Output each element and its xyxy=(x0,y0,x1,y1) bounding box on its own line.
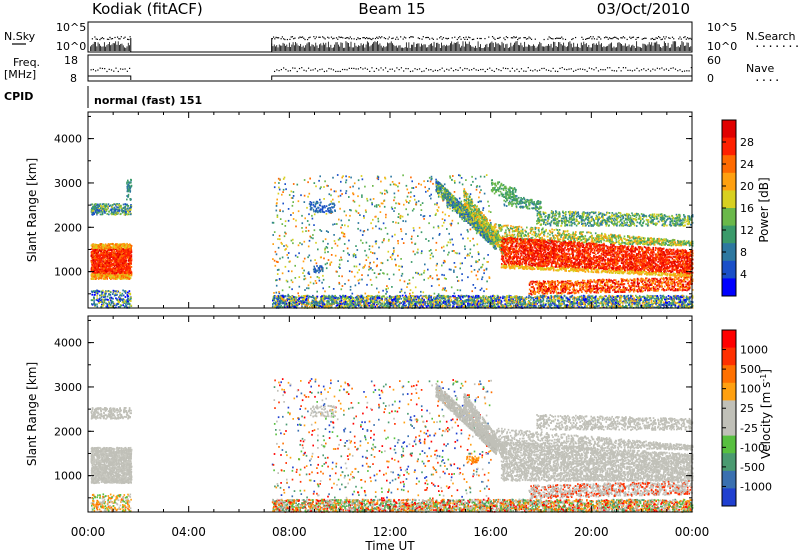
y-tick-label: 3000 xyxy=(54,381,82,394)
colorbar-segment xyxy=(722,278,736,296)
time-axis-label: Time UT xyxy=(364,539,415,553)
colorbar-tick: 12 xyxy=(740,224,754,237)
power-colorbar-label: Power [dB] xyxy=(757,177,771,242)
colorbar-tick: 8 xyxy=(740,246,747,259)
colorbar-tick: -25 xyxy=(740,422,758,435)
nave-dots: ···· xyxy=(754,74,781,87)
nsky-tick-bottom: 10^0 xyxy=(56,40,86,53)
colorbar-segment xyxy=(722,365,736,383)
colorbar-segment xyxy=(722,330,736,348)
colorbar-segment xyxy=(722,488,736,506)
colorbar-segment xyxy=(722,173,736,191)
power-ylabel: Slant Range [km] xyxy=(25,158,39,262)
colorbar-tick: -500 xyxy=(740,461,765,474)
date-title: 03/Oct/2010 xyxy=(597,0,690,18)
colorbar-tick: 24 xyxy=(740,158,754,171)
cpid-label: CPID xyxy=(4,90,33,103)
nsky-series xyxy=(91,36,692,52)
x-tick-label: 20:00 xyxy=(574,525,609,539)
colorbar-tick: 28 xyxy=(740,136,754,149)
colorbar-tick: -1000 xyxy=(740,480,772,493)
beam-title: Beam 15 xyxy=(358,0,425,18)
nsky-label: N.Sky xyxy=(4,30,36,43)
power-colorbar: 28 24 20 16 12 8 4 xyxy=(722,120,754,297)
colorbar-segment xyxy=(722,383,736,401)
colorbar-segment xyxy=(722,400,736,418)
y-tick-label: 1000 xyxy=(54,470,82,483)
colorbar-segment xyxy=(722,436,736,454)
nsky-tick-top: 10^5 xyxy=(56,21,86,34)
nave-tick-top: 60 xyxy=(707,54,721,67)
colorbar-segment xyxy=(722,453,736,471)
nsearch-tick-top: 10^5 xyxy=(707,21,737,34)
station-title: Kodiak (fitACF) xyxy=(92,0,203,18)
colorbar-tick: 4 xyxy=(740,268,747,281)
x-tick-label: 04:00 xyxy=(171,525,206,539)
freq-series xyxy=(88,67,692,80)
power-panel: 1000 2000 3000 4000 Slant Range [km] xyxy=(25,112,694,309)
y-tick-label: 1000 xyxy=(54,266,82,279)
x-tick-label: 08:00 xyxy=(272,525,307,539)
colorbar-tick: 16 xyxy=(740,202,754,215)
cpid-text: normal (fast) 151 xyxy=(94,94,202,107)
colorbar-segment xyxy=(722,226,736,244)
colorbar-segment xyxy=(722,418,736,436)
x-tick-label: 12:00 xyxy=(373,525,408,539)
y-tick-label: 3000 xyxy=(54,177,82,190)
x-tick-label: 00:00 xyxy=(71,525,106,539)
freq-tick-top: 18 xyxy=(64,54,78,67)
colorbar-tick: 100 xyxy=(740,383,761,396)
freq-tick-bottom: 8 xyxy=(70,72,77,85)
x-tick-label: 16:00 xyxy=(473,525,508,539)
y-tick-label: 2000 xyxy=(54,425,82,438)
freq-panel: Freq. [MHz] 18 8 60 0 Nave ···· xyxy=(4,54,781,87)
x-tick-label: 00:00 xyxy=(675,525,710,539)
nave-tick-bottom: 0 xyxy=(707,72,714,85)
y-tick-label: 4000 xyxy=(54,133,82,146)
velocity-panel: 1000 2000 3000 4000 Slant Range [km] xyxy=(25,316,694,513)
y-tick-label: 2000 xyxy=(54,221,82,234)
colorbar-segment xyxy=(722,120,736,138)
colorbar-tick: 1000 xyxy=(740,344,768,357)
nsearch-dots: ········· xyxy=(754,40,800,53)
colorbar-segment xyxy=(722,208,736,226)
velocity-colorbar-label: Velocity [m s-1] xyxy=(759,369,773,459)
colorbar-tick: 25 xyxy=(740,402,754,415)
nsearch-tick-bottom: 10^0 xyxy=(707,40,737,53)
velocity-ylabel: Slant Range [km] xyxy=(25,362,39,466)
colorbar-segment xyxy=(722,348,736,366)
colorbar-segment xyxy=(722,138,736,156)
colorbar-tick: 20 xyxy=(740,180,754,193)
freq-label-2: [MHz] xyxy=(4,68,36,81)
colorbar-tick: 500 xyxy=(740,363,761,376)
colorbar-segment xyxy=(722,261,736,279)
nsky-panel: N.Sky 10^5 10^0 10^5 10^0 N.Search ·····… xyxy=(4,21,800,53)
y-tick-label: 4000 xyxy=(54,337,82,350)
colorbar-segment xyxy=(722,190,736,208)
